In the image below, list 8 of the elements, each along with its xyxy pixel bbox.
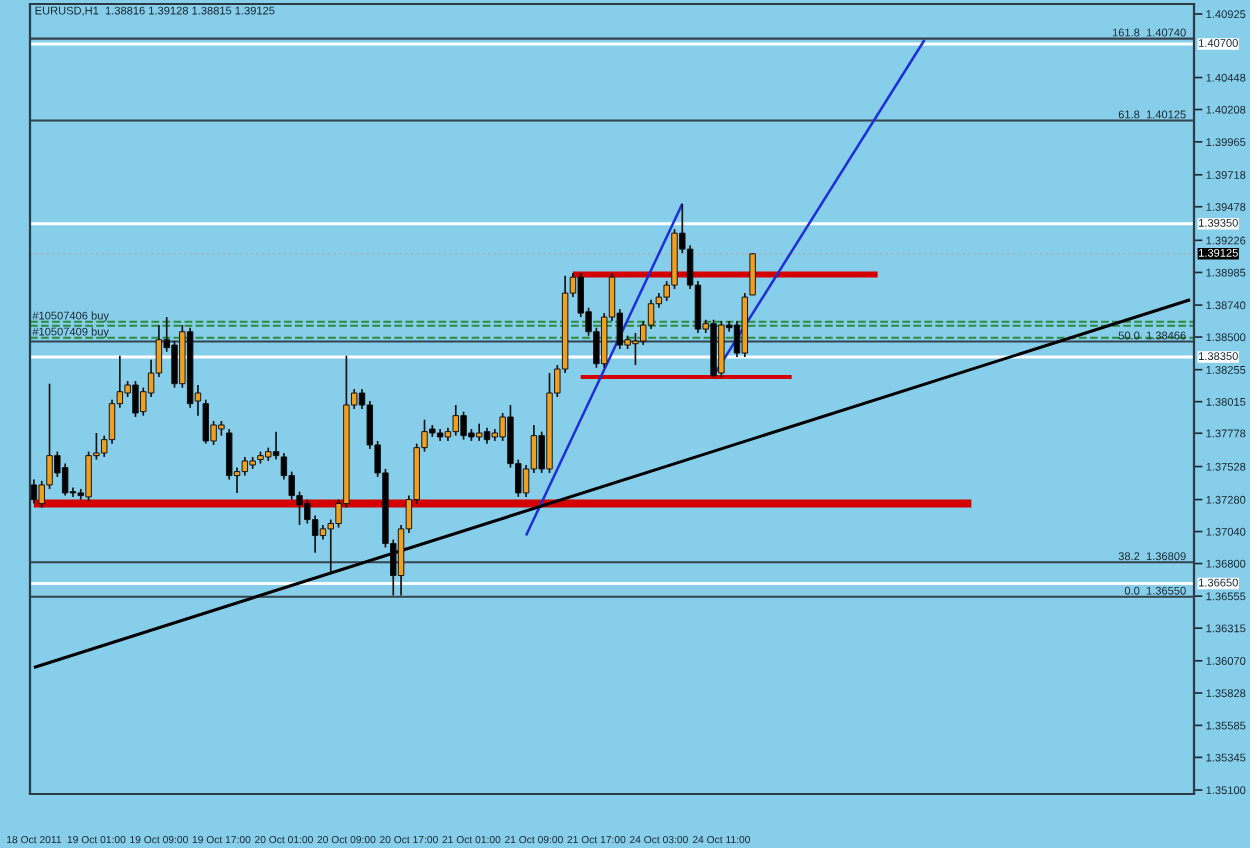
candlestick: [85, 450, 92, 502]
candlestick: [132, 380, 139, 418]
candlestick: [30, 478, 38, 505]
candlestick: [272, 430, 280, 461]
candlestick: [460, 410, 467, 441]
candlestick: [452, 404, 459, 437]
candlestick: [718, 320, 725, 378]
candlestick: [61, 462, 69, 497]
